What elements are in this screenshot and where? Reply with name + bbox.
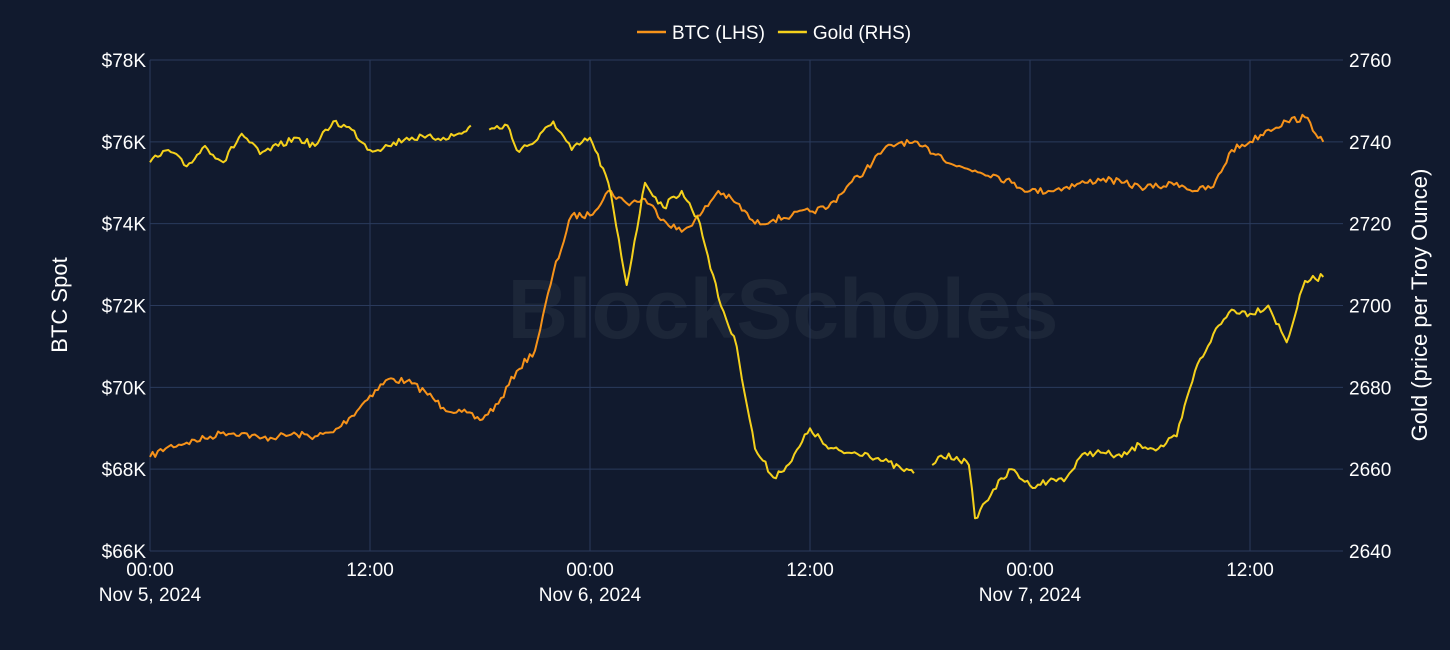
x-tick-date-label: Nov 7, 2024: [979, 585, 1082, 606]
x-tick-label: 00:00: [566, 560, 614, 581]
y-left-tick-label: $74K: [102, 215, 147, 236]
y-left-tick-label: $70K: [102, 378, 147, 399]
series-line-gold-rhs: [931, 273, 1325, 520]
x-ticks: 00:00 Nov 5, 2024 12:00 00:00 Nov 6, 2024 12:…: [99, 560, 1274, 606]
y-left-tick-label: $72K: [102, 297, 147, 318]
y-left-ticks: $66K $68K $70K $72K $74K $76K $78K: [102, 51, 147, 563]
x-tick-date-label: Nov 6, 2024: [539, 585, 642, 606]
y-right-tick-label: 2760: [1349, 51, 1391, 72]
y-right-tick-label: 2740: [1349, 133, 1391, 154]
y-left-tick-label: $68K: [102, 460, 147, 481]
legend-label-btc-lhs: BTC (LHS): [672, 23, 765, 44]
watermark: BlockScholes: [508, 262, 1059, 356]
y-right-tick-label: 2680: [1349, 378, 1391, 399]
y-right-tick-label: 2660: [1349, 460, 1391, 481]
y-right-axis-title: Gold (price per Troy Ounce): [1407, 169, 1432, 442]
x-tick-label: 12:00: [786, 560, 834, 581]
series-layer: [149, 113, 1325, 520]
x-tick-label: 12:00: [346, 560, 394, 581]
grid: [149, 59, 1343, 552]
legend: BTC (LHS) Gold (RHS): [637, 23, 911, 44]
y-left-tick-label: $66K: [102, 542, 147, 563]
series-line-btc-lhs: [149, 113, 1325, 458]
legend-label-gold-rhs: Gold (RHS): [813, 23, 911, 44]
y-right-tick-label: 2700: [1349, 297, 1391, 318]
x-tick-label: 00:00: [1006, 560, 1054, 581]
series-line-gold-rhs: [488, 120, 915, 480]
x-tick-date-label: Nov 5, 2024: [99, 585, 202, 606]
series-line-gold-rhs: [149, 119, 472, 168]
x-tick-label: 00:00: [126, 560, 174, 581]
y-right-tick-label: 2640: [1349, 542, 1391, 563]
y-right-tick-label: 2720: [1349, 215, 1391, 236]
y-right-ticks: 2640 2660 2680 2700 2720 2740 2760: [1349, 51, 1391, 563]
y-left-tick-label: $76K: [102, 133, 147, 154]
y-left-tick-label: $78K: [102, 51, 147, 72]
x-tick-label: 12:00: [1226, 560, 1274, 581]
y-left-axis-title: BTC Spot: [47, 257, 72, 352]
